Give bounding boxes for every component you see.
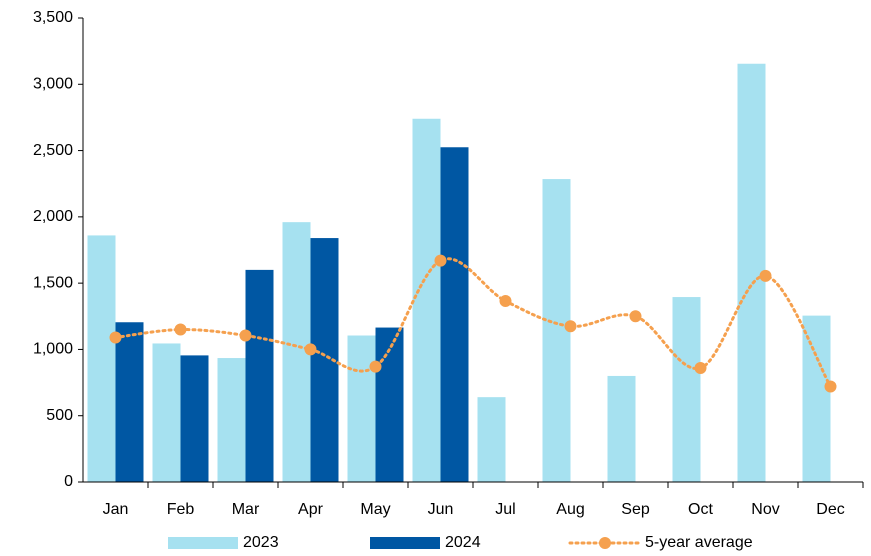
line-marker xyxy=(369,360,382,373)
y-tick-label: 2,500 xyxy=(33,142,73,159)
x-tick-label: Jun xyxy=(428,501,454,518)
line-marker xyxy=(304,343,317,356)
bar xyxy=(180,355,209,482)
legend-label: 2023 xyxy=(243,534,279,551)
line-marker xyxy=(759,269,772,282)
y-tick-label: 1,500 xyxy=(33,274,73,291)
bar xyxy=(672,297,701,482)
legend-label: 5-year average xyxy=(645,534,753,551)
line-marker xyxy=(174,323,187,336)
y-tick-label: 0 xyxy=(64,473,73,490)
bar xyxy=(440,147,469,482)
bar xyxy=(477,397,506,482)
line-marker xyxy=(239,329,252,342)
bar xyxy=(87,235,116,482)
x-tick-label: Dec xyxy=(816,501,844,518)
legend-marker xyxy=(599,537,611,549)
x-tick-label: Aug xyxy=(556,501,584,518)
line-marker xyxy=(694,361,707,374)
y-tick-label: 500 xyxy=(46,407,73,424)
y-tick-label: 1,000 xyxy=(33,341,73,358)
x-tick-label: Jan xyxy=(103,501,129,518)
legend-swatch xyxy=(168,537,238,549)
bar xyxy=(802,315,831,482)
bar xyxy=(217,358,246,482)
bar xyxy=(542,179,571,482)
line-marker xyxy=(109,331,122,344)
x-tick-label: May xyxy=(360,501,390,518)
x-tick-label: Oct xyxy=(688,501,713,518)
bar xyxy=(245,269,274,482)
legend-label: 2024 xyxy=(445,534,481,551)
bar xyxy=(412,118,441,483)
legend-swatch xyxy=(370,537,440,549)
bar xyxy=(607,375,636,482)
x-tick-label: Apr xyxy=(298,501,324,518)
line-marker xyxy=(824,380,837,393)
y-tick-label: 3,000 xyxy=(33,76,73,93)
line-marker xyxy=(629,310,642,323)
x-tick-label: Nov xyxy=(751,501,779,518)
y-tick-label: 3,500 xyxy=(33,9,73,26)
x-tick-label: Feb xyxy=(167,501,195,518)
bar xyxy=(152,343,181,482)
bar xyxy=(375,327,404,482)
x-tick-label: Mar xyxy=(232,501,260,518)
line-marker xyxy=(434,254,447,267)
x-tick-label: Sep xyxy=(621,501,650,518)
line-marker xyxy=(499,295,512,308)
line-marker xyxy=(564,320,577,333)
bar xyxy=(347,335,376,482)
y-tick-label: 2,000 xyxy=(33,208,73,225)
x-tick-label: Jul xyxy=(495,501,515,518)
bar xyxy=(115,322,144,482)
